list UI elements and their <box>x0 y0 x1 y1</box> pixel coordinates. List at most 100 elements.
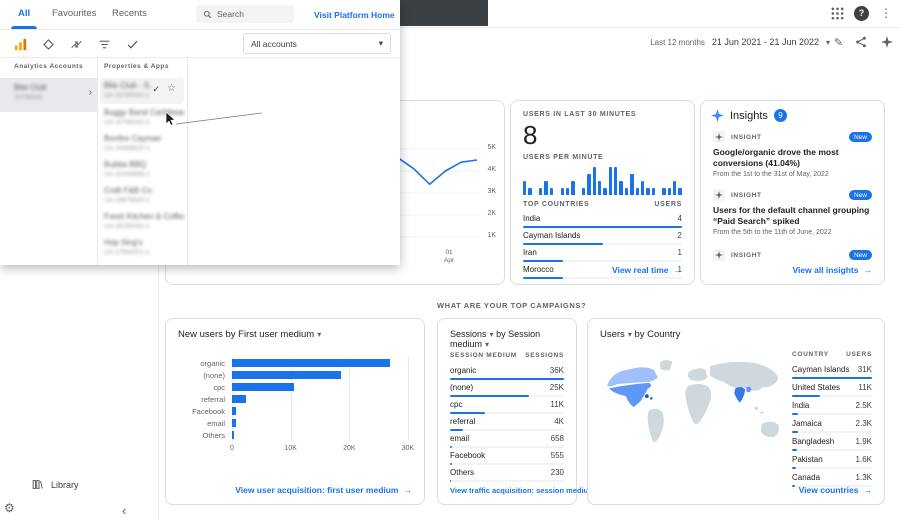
tab-favourites[interactable]: Favourites <box>52 8 97 19</box>
insight-label: INSIGHT <box>731 133 762 141</box>
row-bar <box>523 276 682 279</box>
top-campaigns-question: WHAT ARE YOUR TOP CAMPAIGNS? <box>437 301 587 310</box>
row-value: 2 <box>677 231 682 240</box>
attribution-product-icon[interactable] <box>96 36 112 52</box>
share-icon[interactable] <box>853 34 869 50</box>
insight-item[interactable]: INSIGHT New <box>713 249 872 261</box>
minute-bar <box>523 181 527 195</box>
insight-title-text[interactable]: Users for the default channel grouping “… <box>713 205 870 226</box>
tab-all[interactable]: All <box>18 8 31 19</box>
account-id: 10789342 <box>14 94 43 101</box>
chevron-down-icon: ▾ <box>627 330 632 339</box>
property-item[interactable]: Craft F&B Co. UA-19876543-1 <box>100 183 184 209</box>
card-title[interactable]: Users ▾ by Country <box>600 329 681 340</box>
sidebar-divider <box>158 265 159 520</box>
tabs-divider <box>0 29 400 30</box>
property-item[interactable]: Bonfire Cayman UA-24356520-1 <box>100 131 184 157</box>
property-item[interactable]: Fresh Kitchen & Coffee UA-18765432-1 <box>100 209 184 235</box>
sidebar-item-library[interactable]: Library <box>32 479 79 490</box>
tag-manager-product-icon[interactable] <box>40 36 56 52</box>
property-name: Buggy Band Caribbean... <box>104 108 184 117</box>
row-label: email <box>450 434 470 443</box>
card-title[interactable]: New users by First user medium ▾ <box>178 329 322 340</box>
minute-bar <box>571 181 575 195</box>
row-value: 1.9K <box>855 437 872 446</box>
property-item[interactable]: Bite Club - S... UA-10789342-1 ✓ ☆ <box>100 78 184 104</box>
row-label: referral <box>450 417 476 426</box>
tab-recents[interactable]: Recents <box>112 8 147 19</box>
minute-bar <box>678 188 682 195</box>
insights-card: Insights 9 INSIGHT New Google/organic dr… <box>700 100 885 285</box>
minute-bar <box>549 188 554 195</box>
table-row: Cayman Islands 31K <box>792 363 872 379</box>
minute-bar <box>587 174 591 195</box>
analytics-product-icon[interactable] <box>12 36 28 52</box>
row-value: 2.3K <box>855 419 872 428</box>
property-id: UA-18765432-1 <box>104 223 150 230</box>
card-title[interactable]: Sessions ▾ by Session medium ▾ <box>450 329 541 349</box>
surveys-product-icon[interactable] <box>124 36 140 52</box>
date-selector[interactable]: Last 12 months 21 Jun 2021 - 21 Jun 2022… <box>650 37 830 47</box>
country-column-label: COUNTRY <box>792 351 829 358</box>
optimize-product-icon[interactable] <box>68 36 84 52</box>
row-bar <box>450 479 564 482</box>
chevron-down-icon: ▾ <box>317 330 322 339</box>
property-id: UA-10789342-1 <box>104 92 150 99</box>
realtime-title: USERS IN LAST 30 MINUTES <box>523 111 637 118</box>
row-bar <box>523 242 682 245</box>
row-bar <box>450 445 564 448</box>
row-label: Iran <box>523 248 537 257</box>
category-label: (none) <box>203 370 225 380</box>
property-item[interactable]: Buggy Band Caribbean... UA-10789342-2 <box>100 105 184 131</box>
accounts-dropdown[interactable]: All accounts ▾ <box>243 33 391 54</box>
table-row: email 658 <box>450 432 564 448</box>
row-value: 31K <box>857 365 872 374</box>
property-item[interactable]: Bubba BBQ UA-22446688-1 <box>100 157 184 183</box>
new-badge: New <box>848 250 872 260</box>
date-range-value[interactable]: 21 Jun 2021 - 21 Jun 2022 <box>711 37 819 47</box>
bar <box>232 395 247 403</box>
minute-bar <box>539 188 543 195</box>
apps-grid-icon[interactable] <box>829 5 845 21</box>
property-item[interactable]: Hop Sing's UA-17654321-1 <box>100 235 184 261</box>
row-bar <box>450 428 564 431</box>
row-bar <box>523 259 682 262</box>
minute-bar <box>640 181 645 195</box>
view-all-insights-link[interactable]: View all insights → <box>792 265 872 275</box>
insight-item[interactable]: INSIGHT New Google/organic drove the mos… <box>713 131 872 178</box>
minute-bar <box>667 188 672 195</box>
account-search-input[interactable]: Search <box>196 5 294 23</box>
minute-bar <box>598 181 602 195</box>
property-id: UA-17654321-1 <box>104 249 150 256</box>
search-icon <box>203 10 212 18</box>
view-real-time-link[interactable]: View real time → <box>611 265 682 275</box>
insight-item[interactable]: INSIGHT New Users for the default channe… <box>713 189 872 236</box>
row-value: 555 <box>550 451 564 460</box>
property-id: UA-19876543-1 <box>104 197 150 204</box>
overflow-menu-icon[interactable]: ⋮ <box>880 6 892 20</box>
insights-header: Insights 9 <box>711 109 787 122</box>
table-row: (none) 25K <box>450 381 564 397</box>
category-label: email <box>207 418 225 428</box>
row-label: Pakistan <box>792 455 823 464</box>
favorite-star-icon[interactable]: ☆ <box>167 83 176 94</box>
bar-row: Facebook <box>178 405 408 417</box>
property-name: Bubba BBQ <box>104 160 147 169</box>
view-user-acquisition-link[interactable]: View user acquisition: first user medium… <box>235 485 412 495</box>
row-value: 1 <box>677 265 682 274</box>
header-search-bar[interactable] <box>400 0 488 26</box>
row-value: 11K <box>858 383 872 392</box>
view-countries-link[interactable]: View countries → <box>798 485 872 495</box>
edit-report-icon[interactable]: ✎ <box>834 36 844 49</box>
visit-platform-home-link[interactable]: Visit Platform Home <box>314 10 395 20</box>
minute-bar <box>565 188 570 195</box>
chevron-right-icon: › <box>88 87 92 98</box>
insights-sparkle-icon[interactable] <box>879 34 895 50</box>
row-bar <box>792 484 872 487</box>
collapse-nav-icon[interactable]: ‹ <box>122 503 127 518</box>
view-traffic-acquisition-link[interactable]: View traffic acquisition: session medium… <box>450 486 607 495</box>
admin-gear-icon[interactable]: ⚙ <box>4 501 15 515</box>
insight-title-text[interactable]: Google/organic drove the most conversion… <box>713 147 839 168</box>
account-item[interactable]: Bite Club 10789342 › <box>0 78 97 112</box>
help-icon[interactable]: ? <box>854 5 869 21</box>
